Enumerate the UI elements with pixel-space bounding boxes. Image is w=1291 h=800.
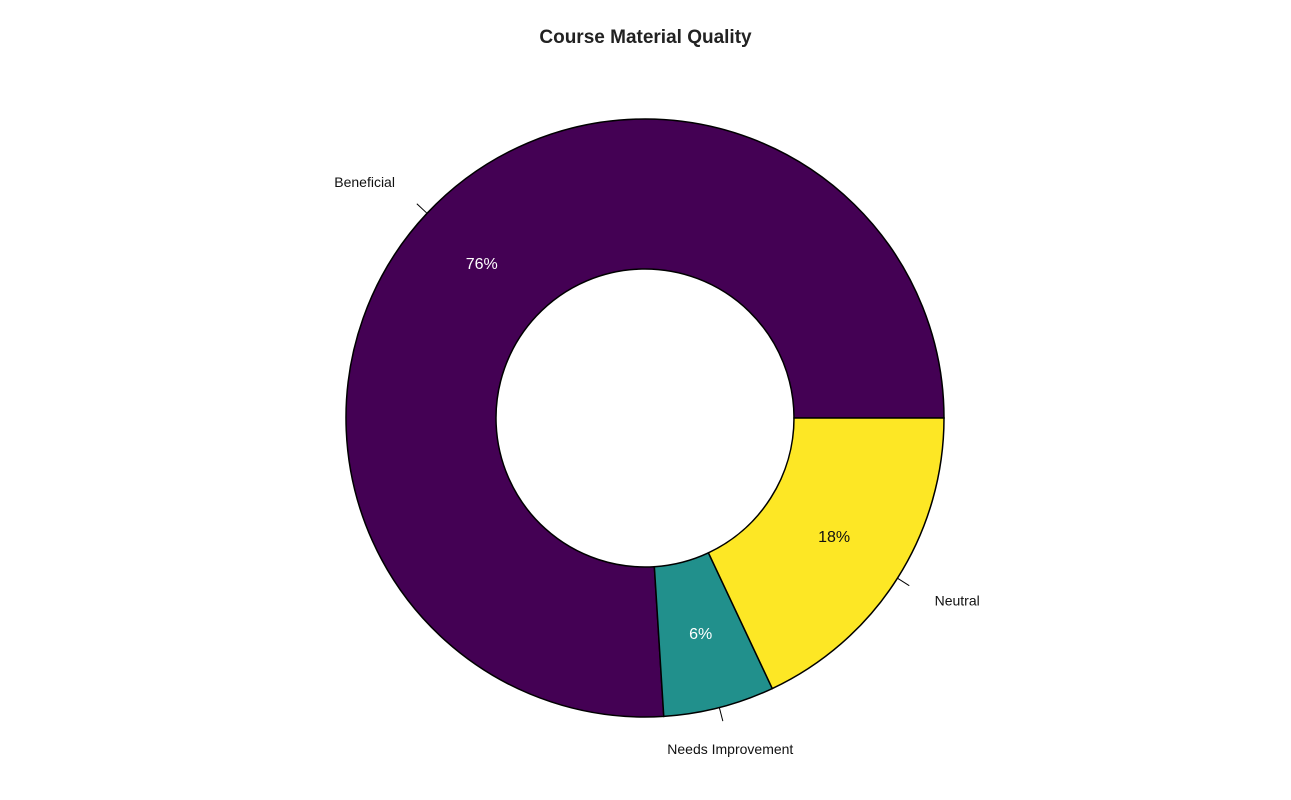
category-label-neutral: Neutral <box>935 592 980 608</box>
leader-line-needs-improvement <box>718 707 724 722</box>
value-label-neutral: 18% <box>818 529 850 546</box>
slice-neutral <box>707 417 945 690</box>
category-label-needs-improvement: Needs Improvement <box>667 741 793 757</box>
value-label-beneficial: 76% <box>466 256 498 273</box>
labels-group: 76% Beneficial 6% Needs Improvement 18% Neutr… <box>334 174 979 757</box>
chart-title: Course Material Quality <box>539 27 752 48</box>
leader-line-neutral <box>897 577 910 587</box>
category-label-beneficial: Beneficial <box>334 174 395 190</box>
slices-group <box>345 118 945 718</box>
slice-beneficial <box>345 118 945 718</box>
leader-line-beneficial <box>416 203 428 214</box>
leader-lines-group <box>416 203 910 722</box>
value-label-needs-improvement: 6% <box>689 626 712 643</box>
